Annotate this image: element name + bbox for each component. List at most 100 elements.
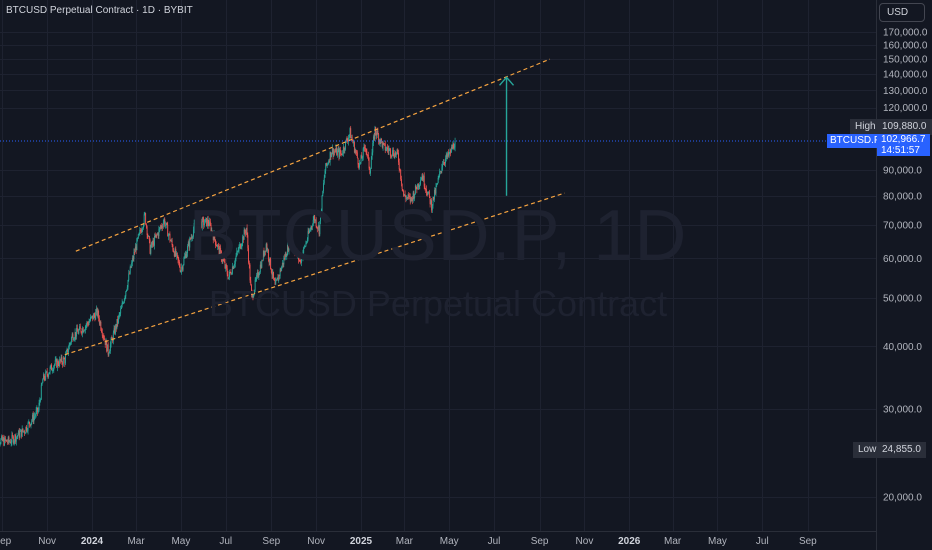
candle-body	[206, 218, 208, 226]
candle-body	[183, 258, 185, 265]
candle-body	[353, 142, 355, 153]
candle-body	[141, 229, 143, 233]
candle-body	[70, 337, 72, 343]
candle-body	[153, 240, 155, 246]
candle-body	[37, 409, 39, 412]
candle-body	[235, 255, 237, 259]
candle-body	[210, 225, 212, 233]
candle-body	[423, 175, 424, 181]
time-tick-label: Mar	[664, 536, 682, 547]
candle-body	[155, 234, 157, 237]
candle-body	[129, 273, 130, 275]
candle-body	[196, 224, 198, 229]
candle-body	[370, 168, 372, 174]
candle-body	[419, 184, 421, 186]
candle-body	[247, 235, 249, 249]
candle-body	[215, 239, 216, 245]
candle-body	[326, 163, 327, 166]
candle-body	[140, 231, 142, 233]
candle-body	[220, 247, 222, 252]
candle-body	[126, 287, 128, 290]
candle-body	[120, 308, 122, 314]
candle-body	[198, 219, 200, 222]
currency-button[interactable]: USD	[879, 3, 925, 22]
candle-body	[339, 149, 341, 154]
candle-body	[445, 154, 447, 159]
candle-body	[98, 318, 100, 324]
candle-body	[245, 232, 247, 234]
candle-body	[297, 253, 299, 256]
candle-body	[336, 147, 338, 156]
candle-body	[231, 273, 233, 275]
candle-body	[242, 236, 244, 245]
candle-body	[181, 266, 183, 271]
candle-body	[75, 332, 77, 337]
candle-body	[394, 152, 396, 158]
candle-body	[285, 253, 287, 257]
candle-body	[401, 183, 403, 190]
candle-body	[234, 258, 236, 264]
candle-body	[313, 215, 315, 221]
candle-body	[306, 239, 308, 242]
candle-body	[182, 264, 184, 270]
candle-body	[142, 228, 144, 230]
candle-body	[90, 316, 92, 318]
candle-body	[378, 139, 380, 142]
price-tick-label: 60,000.0	[883, 254, 922, 265]
candle-body	[211, 230, 213, 233]
candle-body	[20, 429, 22, 432]
candle-body	[18, 430, 19, 436]
candle-body	[422, 175, 424, 181]
candle-body	[345, 138, 347, 141]
candle-body	[36, 407, 38, 411]
candle-body	[18, 430, 20, 438]
candle-body	[14, 434, 16, 441]
candle-body	[293, 247, 295, 251]
candle-body	[67, 348, 69, 353]
candle-body	[76, 327, 78, 332]
candle-body	[145, 224, 147, 227]
time-tick-label: 2025	[350, 536, 373, 547]
time-axis[interactable]: Sep Nov 2024 Mar May Jul Sep Nov 2025 Mar May Jul Se…	[0, 536, 817, 547]
candle-body	[204, 223, 205, 226]
candle-body	[251, 285, 252, 295]
candle-body	[337, 149, 339, 151]
candle-body	[59, 359, 61, 361]
candle-body	[133, 251, 135, 260]
candle-body	[253, 289, 255, 295]
candle-body	[316, 226, 318, 228]
candle-body	[334, 151, 336, 153]
candle-body	[123, 298, 125, 303]
candle-body	[165, 225, 166, 226]
candle-body	[383, 142, 385, 144]
candle-body	[158, 228, 160, 237]
candle-body	[266, 244, 268, 251]
candle-body	[427, 192, 429, 196]
price-tick-label: 170,000.0	[883, 28, 928, 39]
candle-body	[449, 150, 451, 154]
candle-body	[362, 157, 363, 159]
candle-body	[215, 244, 217, 246]
candle-body	[370, 159, 372, 169]
candle-body	[397, 149, 399, 153]
candle-body	[282, 262, 284, 265]
candle-body	[226, 268, 228, 275]
candle-body	[289, 237, 291, 247]
candle-body	[254, 279, 256, 290]
candle-body	[46, 371, 48, 375]
candle-body	[49, 367, 51, 373]
candle-body	[190, 237, 192, 240]
candle-body	[77, 331, 79, 334]
candle-body	[45, 371, 47, 380]
candle-body	[420, 178, 422, 181]
time-tick-label: Sep	[0, 536, 12, 547]
candle-body	[203, 218, 205, 226]
candle-body	[417, 183, 419, 187]
candle-body	[450, 146, 452, 153]
candle-body	[437, 177, 439, 183]
candle-body	[360, 155, 362, 163]
price-axis[interactable]: 20,000.0 30,000.0 40,000.0 50,000.0 60,000.0…	[883, 28, 928, 504]
candle-body	[194, 221, 196, 223]
time-tick-label: Mar	[127, 536, 145, 547]
